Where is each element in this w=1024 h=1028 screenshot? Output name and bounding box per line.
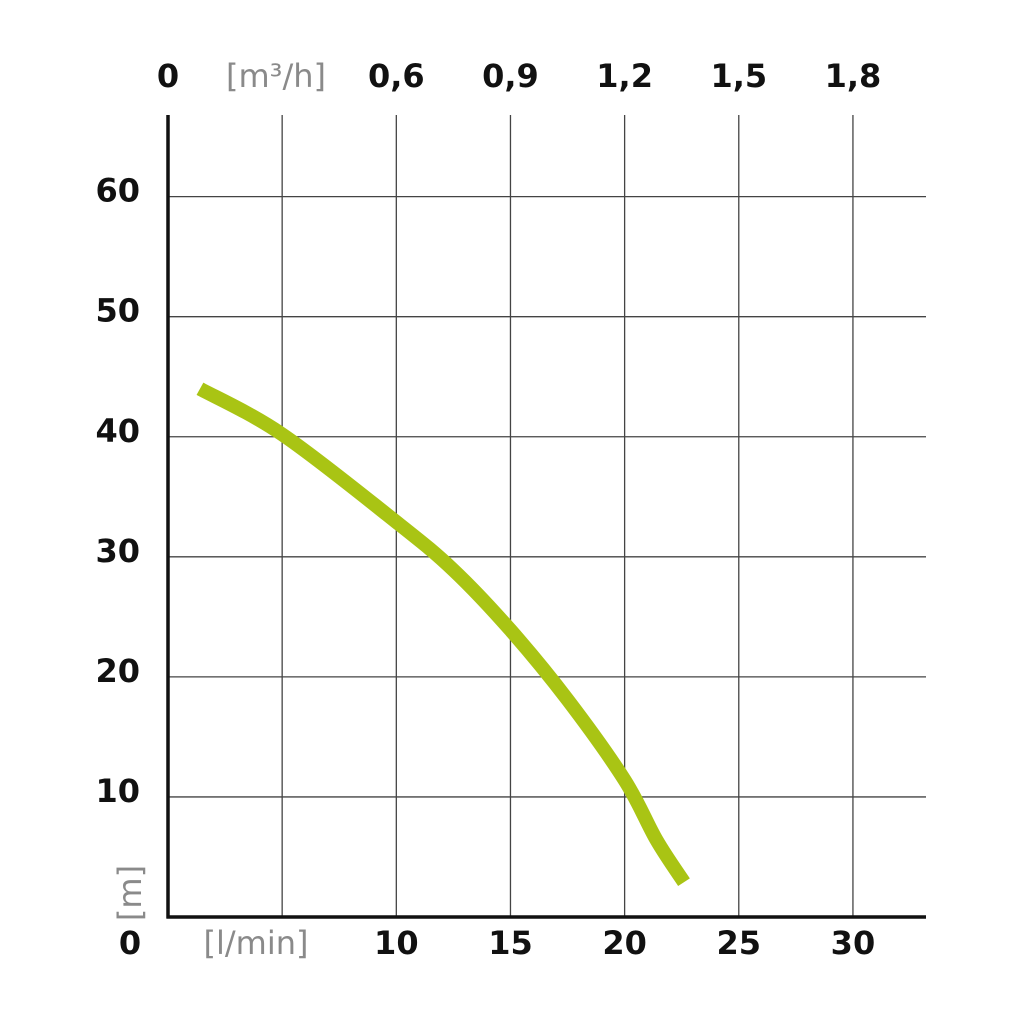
x-tick-label: 10 xyxy=(374,924,419,962)
y-tick-label: 60 xyxy=(95,172,140,210)
x-tick-label: 0 xyxy=(119,924,141,962)
y-tick-label: 50 xyxy=(95,292,140,330)
x2-tick-label: 1,2 xyxy=(596,57,653,95)
x2-tick-label: 0 xyxy=(157,57,179,95)
x2-tick-label: 1,8 xyxy=(825,57,882,95)
x-tick-label: 30 xyxy=(831,924,876,962)
curve xyxy=(196,382,690,887)
x2-tick-label: 0,9 xyxy=(482,57,539,95)
y-tick-label: 20 xyxy=(95,652,140,690)
x-tick-label: 25 xyxy=(717,924,762,962)
y-tick-label: 40 xyxy=(95,412,140,450)
y-axis-label: [m] xyxy=(111,865,149,921)
x2-axis-label: [m³/h] xyxy=(226,57,326,95)
x-tick-label: 15 xyxy=(488,924,533,962)
x2-tick-label: 1,5 xyxy=(710,57,767,95)
x-axis-label: [l/min] xyxy=(204,924,309,962)
y-tick-label: 10 xyxy=(95,772,140,810)
x2-tick-label: 0,6 xyxy=(368,57,425,95)
x-tick-label: 20 xyxy=(602,924,647,962)
y-tick-label: 30 xyxy=(95,532,140,570)
